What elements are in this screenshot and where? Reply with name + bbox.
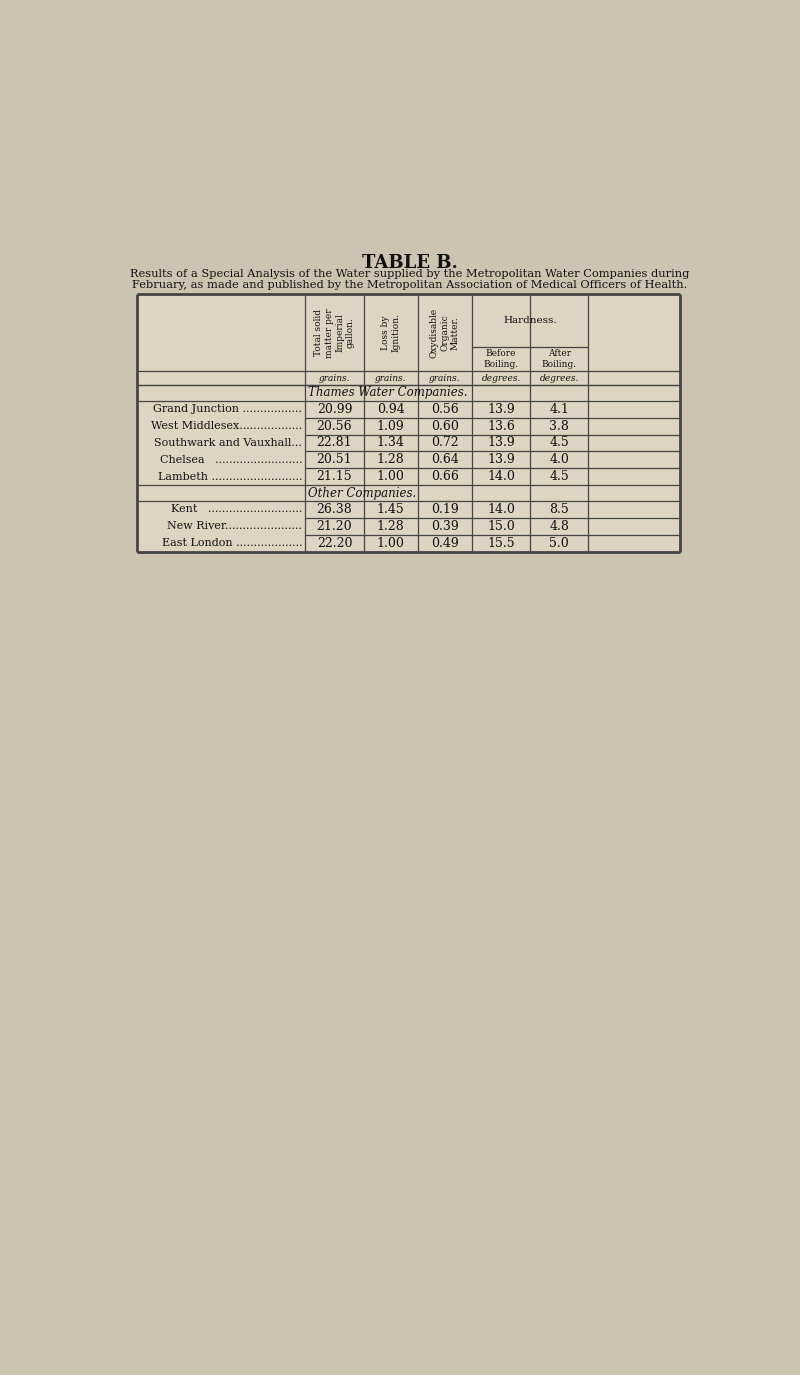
Text: 15.5: 15.5 — [487, 536, 515, 550]
Text: 5.0: 5.0 — [550, 536, 569, 550]
Text: TABLE B.: TABLE B. — [362, 253, 458, 271]
Text: 0.94: 0.94 — [377, 403, 405, 415]
Text: grains.: grains. — [318, 374, 350, 382]
Text: 1.09: 1.09 — [377, 419, 405, 433]
Text: 22.20: 22.20 — [317, 536, 352, 550]
Text: 1.34: 1.34 — [377, 436, 405, 450]
Text: 1.28: 1.28 — [377, 454, 405, 466]
Text: East London ...................: East London ................... — [162, 538, 302, 549]
Text: 0.64: 0.64 — [431, 454, 459, 466]
Text: 20.99: 20.99 — [317, 403, 352, 415]
Text: 13.9: 13.9 — [487, 436, 515, 450]
Text: grains.: grains. — [429, 374, 461, 382]
Text: New River......................: New River...................... — [167, 521, 302, 531]
Text: 8.5: 8.5 — [550, 503, 569, 516]
Text: 4.8: 4.8 — [550, 520, 569, 532]
Text: Hardness.: Hardness. — [503, 316, 557, 324]
Text: 13.9: 13.9 — [487, 454, 515, 466]
Text: 1.00: 1.00 — [377, 536, 405, 550]
Text: 4.5: 4.5 — [550, 436, 569, 450]
Text: Before
Boiling.: Before Boiling. — [483, 349, 518, 368]
Text: 14.0: 14.0 — [487, 470, 515, 484]
Text: 14.0: 14.0 — [487, 503, 515, 516]
Text: 1.45: 1.45 — [377, 503, 405, 516]
Text: West Middlesex..................: West Middlesex.................. — [151, 421, 302, 430]
Text: 4.5: 4.5 — [550, 470, 569, 484]
Text: 13.9: 13.9 — [487, 403, 515, 415]
Text: 1.00: 1.00 — [377, 470, 405, 484]
Text: 13.6: 13.6 — [487, 419, 515, 433]
Text: February, as made and published by the Metropolitan Association of Medical Offic: February, as made and published by the M… — [132, 279, 688, 290]
Text: Grand Junction .................: Grand Junction ................. — [154, 404, 302, 414]
Text: Chelsea   .........................: Chelsea ......................... — [160, 455, 302, 465]
Text: 21.15: 21.15 — [317, 470, 352, 484]
Text: 0.56: 0.56 — [431, 403, 458, 415]
Text: 0.72: 0.72 — [431, 436, 458, 450]
Text: 20.56: 20.56 — [317, 419, 352, 433]
Text: 21.20: 21.20 — [317, 520, 352, 532]
Text: degrees.: degrees. — [482, 374, 521, 382]
Text: 0.19: 0.19 — [431, 503, 458, 516]
Text: 0.49: 0.49 — [431, 536, 458, 550]
Text: Southwark and Vauxhall...: Southwark and Vauxhall... — [154, 439, 302, 448]
Text: 26.38: 26.38 — [317, 503, 352, 516]
Text: degrees.: degrees. — [539, 374, 579, 382]
Text: 20.51: 20.51 — [317, 454, 352, 466]
Text: 3.8: 3.8 — [550, 419, 569, 433]
Text: 0.39: 0.39 — [431, 520, 458, 532]
Text: 4.0: 4.0 — [550, 454, 569, 466]
Text: Total solid
matter per
Imperial
gallon.: Total solid matter per Imperial gallon. — [314, 308, 354, 358]
Text: Kent   ...........................: Kent ........................... — [171, 505, 302, 514]
Text: 15.0: 15.0 — [487, 520, 515, 532]
Text: Loss by
Ignition.: Loss by Ignition. — [381, 314, 400, 352]
Text: Results of a Special Analysis of the Water supplied by the Metropolitan Water Co: Results of a Special Analysis of the Wat… — [130, 270, 690, 279]
Text: 0.66: 0.66 — [431, 470, 459, 484]
Text: 4.1: 4.1 — [550, 403, 569, 415]
Text: 22.81: 22.81 — [317, 436, 352, 450]
Text: grains.: grains. — [375, 374, 406, 382]
Text: 1.28: 1.28 — [377, 520, 405, 532]
Text: Lambeth ..........................: Lambeth .......................... — [158, 472, 302, 481]
Text: Oxydisable
Organic
Matter.: Oxydisable Organic Matter. — [430, 308, 460, 358]
Text: 0.60: 0.60 — [431, 419, 459, 433]
Text: Thames Water Companies.: Thames Water Companies. — [309, 386, 468, 399]
Text: After
Boiling.: After Boiling. — [542, 349, 577, 368]
Text: Other Companies.: Other Companies. — [309, 487, 417, 499]
Bar — [138, 294, 680, 551]
